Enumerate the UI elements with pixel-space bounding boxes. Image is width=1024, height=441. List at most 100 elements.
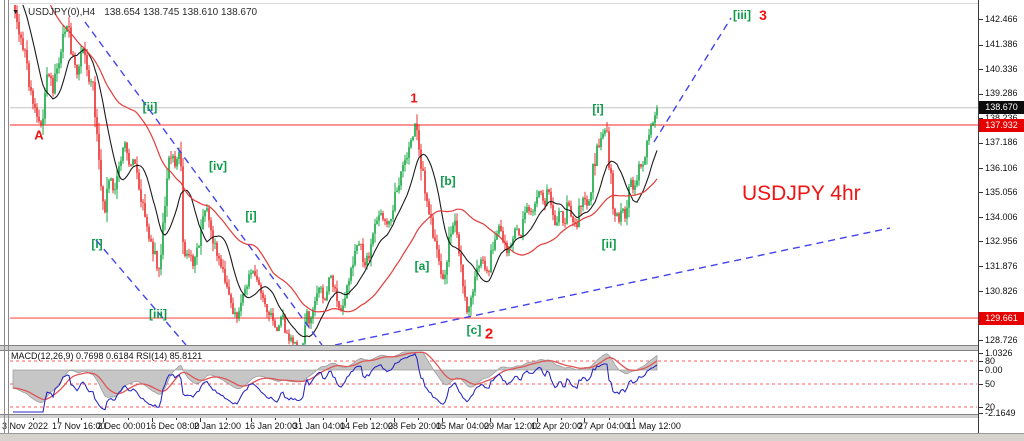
price-tick-label: 128.726 [979, 335, 1018, 345]
wave-label-i[interactable]: [i] [91, 237, 103, 251]
time-minor-tick [466, 418, 467, 420]
wave-label-2[interactable]: 2 [484, 325, 494, 343]
time-tick-label: 27 Apr 04:00 [578, 421, 630, 431]
watermark-text: USDJPY 4hr [742, 182, 861, 205]
price-tick-label: 135.056 [979, 187, 1018, 197]
window-top-edge [10, 3, 978, 4]
time-minor-tick [225, 418, 227, 420]
time-tick-label: 3 Nov 2022 [2, 421, 49, 431]
time-minor-tick [33, 418, 34, 420]
time-tick-label: 29 Mar 12:00 [484, 421, 538, 431]
ohlc-values: 138.654 138.745 138.610 138.670 [104, 7, 258, 18]
level-price-badge: 137.932 [979, 118, 1024, 132]
time-tick-label: 17 Nov 16:00 [52, 421, 106, 431]
time-minor-tick [127, 418, 129, 420]
level-price-badge: 129.661 [979, 311, 1024, 325]
time-minor-tick [513, 418, 515, 420]
indicator-tick-label: 80 [979, 356, 995, 366]
time-minor-tick [176, 418, 177, 420]
ma-slow-line [49, 5, 658, 313]
time-tick-mark [251, 418, 252, 422]
time-tick-label: 12 Apr 20:00 [531, 421, 583, 431]
time-tick-mark [58, 418, 59, 422]
price-tick-label: 131.876 [979, 261, 1018, 271]
wave-label-i[interactable]: [i] [245, 209, 257, 223]
wave-label-ii[interactable]: [ii] [142, 100, 158, 114]
wave-label-ii[interactable]: [ii] [601, 237, 617, 251]
indicator-subwindow[interactable] [10, 351, 977, 413]
chart-indicator-separator[interactable] [0, 345, 978, 351]
indicator-label: MACD(12,26,9) 0.7698 0.6184 RSI(14) 85.8… [11, 351, 203, 361]
price-tick-label: 134.006 [979, 212, 1018, 222]
time-tick-mark [103, 418, 104, 422]
wave-label-a[interactable]: [a] [414, 259, 430, 273]
wave-label-iii[interactable]: [iii] [149, 307, 167, 321]
time-tick-mark [584, 418, 585, 422]
price-tick-label: 142.466 [979, 14, 1018, 24]
symbol-title: USDJPY(0),H4 [27, 7, 96, 18]
wave-label-A[interactable]: A [34, 127, 44, 143]
time-tick-label: 11 May 12:00 [627, 421, 681, 431]
time-axis[interactable]: 3 Nov 2022 17 Nov 16:00 2 Dec 00:00 16 Dec … [0, 418, 978, 433]
indicator-tick-label: -2.1649 [979, 408, 1016, 418]
time-tick-label: 16 Dec 08:00 [146, 421, 200, 431]
time-tick-mark [490, 418, 491, 422]
window-left-edge [4, 0, 5, 433]
wave-label-b[interactable]: [b] [440, 174, 456, 188]
time-minor-tick [418, 418, 419, 420]
window-left-splitter[interactable] [8, 0, 9, 433]
time-tick-label: 28 Feb 20:00 [388, 421, 442, 431]
time-tick-label: 14 Feb 12:00 [340, 421, 394, 431]
wave-label-1[interactable]: 1 [410, 90, 418, 106]
time-minor-tick [560, 418, 562, 420]
time-tick-mark [346, 418, 347, 422]
symbol-dropdown-icon[interactable]: ▼ [12, 8, 19, 16]
indicator-tick-label: 0.00 [979, 365, 1003, 375]
descending-channel-lower[interactable] [95, 239, 187, 346]
price-tick-label: 136.106 [979, 163, 1018, 173]
time-tick-label: 15 Mar 04:00 [436, 421, 490, 431]
indicator-tick-label: 50 [979, 379, 995, 389]
time-tick-mark [200, 418, 201, 422]
price-tick-label: 139.286 [979, 88, 1018, 98]
time-tick-label: 16 Jan 20:00 [245, 421, 298, 431]
wave-label-iii[interactable]: [iii] [733, 8, 751, 22]
time-tick-mark [537, 418, 538, 422]
price-tick-label: 130.826 [979, 286, 1018, 296]
candles-series[interactable] [12, 0, 658, 359]
price-tick-label: 132.956 [979, 236, 1018, 246]
chart-title-bar: ▼ USDJPY(0),H4 138.654 138.745 138.610 1… [12, 7, 257, 18]
ascending-support[interactable] [334, 227, 891, 346]
price-tick-label: 140.336 [979, 64, 1018, 74]
time-tick-mark [394, 418, 395, 422]
time-tick-label: 2 Jan 12:00 [194, 421, 242, 431]
time-minor-tick [80, 418, 82, 420]
macd-signal-line [12, 351, 658, 401]
indicator-tick-label: 20 [979, 402, 995, 412]
price-tick-label: 141.386 [979, 39, 1018, 49]
time-tick-mark [442, 418, 443, 422]
time-tick-label: 31 Jan 04:00 [293, 421, 346, 431]
time-tick-mark [299, 418, 300, 422]
time-minor-tick [608, 418, 610, 420]
wave3-projection[interactable] [653, 17, 732, 143]
wave-label-i[interactable]: [i] [592, 102, 604, 116]
main-chart-area[interactable] [10, 0, 978, 359]
time-minor-tick [275, 418, 276, 420]
time-tick-mark [152, 418, 153, 422]
time-minor-tick [322, 418, 324, 420]
time-tick-mark [633, 418, 634, 422]
price-axis[interactable]: 142.466141.386140.336139.286138.236137.1… [978, 0, 1024, 433]
wave-label-c[interactable]: [c] [466, 323, 482, 337]
wave-label-iv[interactable]: [iv] [209, 159, 227, 173]
wave-label-3[interactable]: 3 [759, 7, 767, 23]
rsi-line [13, 353, 658, 413]
time-minor-tick [370, 418, 371, 420]
time-tick-label: 2 Dec 00:00 [97, 421, 146, 431]
descending-channel-upper[interactable] [84, 21, 323, 346]
ma-fast-line [22, 5, 658, 338]
indicator-tick-label: 1.0326 [979, 348, 1013, 358]
window-bottom-edge [0, 433, 1024, 441]
